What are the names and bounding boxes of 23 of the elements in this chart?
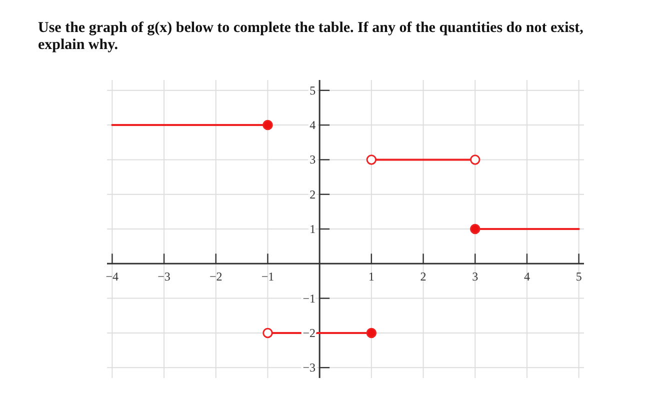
point xyxy=(262,328,273,338)
y-tick-label: −3 xyxy=(302,360,316,375)
y-tick-label: 4 xyxy=(310,118,316,132)
y-tick-label: 5 xyxy=(310,83,316,98)
x-tick-label: 5 xyxy=(576,270,582,284)
point xyxy=(366,328,377,338)
x-tick-label: 3 xyxy=(472,270,478,284)
y-tick-label: 1 xyxy=(310,222,316,236)
x-tick-label: −2 xyxy=(209,270,222,284)
x-tick-label: −1 xyxy=(261,270,274,284)
chart-title: Use the graph of g(x) below to complete the table. If any of the quantities do not exist, explain why. xyxy=(38,20,584,53)
y-tick-label: 2 xyxy=(310,187,316,202)
x-tick-label: 2 xyxy=(420,270,426,284)
point xyxy=(366,154,377,165)
point xyxy=(470,224,480,234)
x-tick-label: −4 xyxy=(106,270,119,284)
point xyxy=(262,120,273,130)
y-tick-label: −1 xyxy=(302,291,316,306)
x-tick-label: −3 xyxy=(158,270,170,284)
x-tick-label: 4 xyxy=(524,270,530,284)
point xyxy=(470,154,480,165)
y-tick-label: 3 xyxy=(310,152,316,167)
x-tick-label: 1 xyxy=(368,270,374,284)
